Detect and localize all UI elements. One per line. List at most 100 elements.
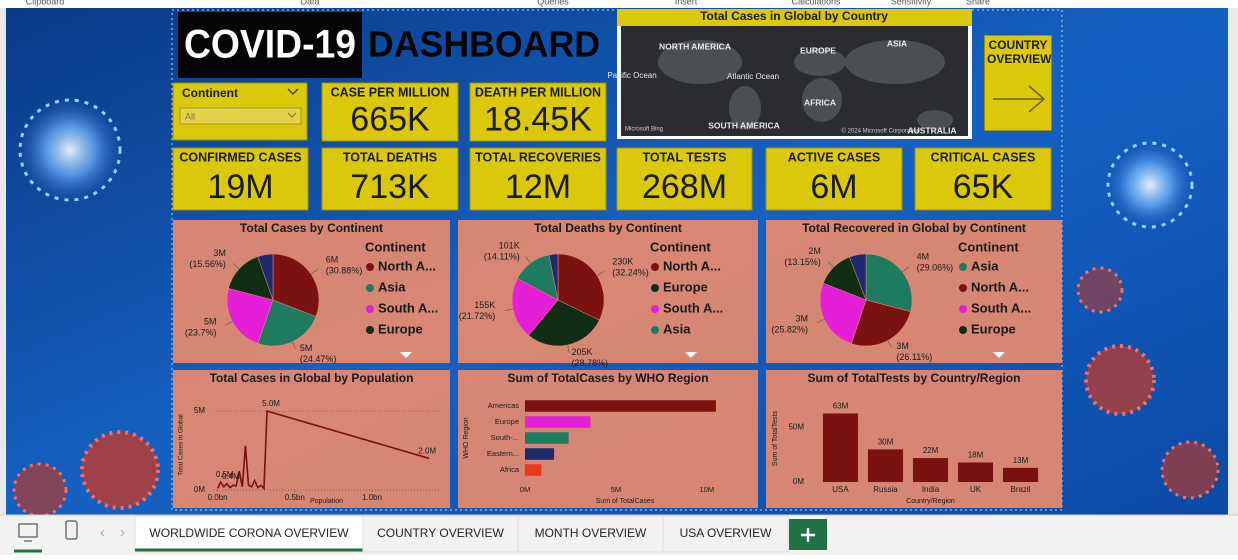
pie-amount-label: 230K (612, 257, 633, 267)
kpi-card (765, 147, 903, 211)
virus-art (18, 98, 122, 202)
title-rest: DASHBOARD (368, 24, 600, 65)
land (802, 78, 842, 122)
filter-dropdown[interactable] (179, 107, 302, 125)
x-tick-label: 10M (700, 485, 715, 494)
map-copyright: © 2024 Microsoft Corporation (842, 128, 920, 135)
kpi-value: 6M (810, 168, 857, 206)
data-label: 18M (968, 451, 984, 460)
data-label: 30M (878, 437, 894, 446)
map-label: SOUTH AMERICA (708, 120, 779, 130)
desktop-icon (18, 523, 38, 538)
tab-label[interactable]: WORLDWIDE CORONA OVERVIEW (149, 526, 349, 540)
legend-label: Europe (378, 321, 423, 336)
pie-amount-label: 3M (896, 341, 909, 351)
pie-value-label: (29.06%) (917, 263, 954, 273)
legend-label: Asia (971, 258, 999, 273)
page-tab[interactable] (662, 515, 789, 553)
filter-chevron (287, 88, 299, 95)
leader-line (310, 269, 318, 275)
next-arrow (120, 529, 125, 537)
pie-slice (528, 299, 600, 347)
country-overview-button[interactable]: COUNTRY OVERVIEW (984, 35, 1052, 131)
pie-value-label: (14.11%) (484, 251, 520, 261)
kpi-card (321, 147, 459, 211)
legend-swatch (959, 326, 967, 334)
kpi-label: ACTIVE CASES (788, 150, 880, 164)
leader-line (816, 319, 825, 324)
legend-swatch (651, 326, 659, 334)
line-series (216, 409, 430, 491)
tab-label[interactable]: USA OVERVIEW (680, 526, 772, 540)
pie-amount-label: 5M (204, 317, 217, 327)
bar (867, 449, 904, 482)
filter-label: Continent (182, 86, 238, 100)
bar (822, 413, 859, 482)
land (794, 48, 846, 76)
filter-value[interactable]: All (185, 111, 195, 121)
map-title: Total Cases in Global by Country (700, 9, 888, 23)
chart-title: Total Deaths by Continent (534, 221, 682, 235)
leader-line (567, 344, 570, 353)
kpi-label: DEATH PER MILLION (475, 85, 601, 99)
data-label: 0.5M (216, 470, 234, 479)
map-label: Atlantic Ocean (727, 72, 779, 81)
y-tick-label: 5M (194, 406, 205, 415)
arrow-icon (993, 85, 1046, 113)
legend-scroll (685, 352, 697, 358)
dropdown-chevron (287, 112, 297, 118)
legend-label: South A... (971, 300, 1031, 315)
y-tick-label: 0M (194, 485, 205, 494)
pie-amount-label: 2M (808, 246, 821, 256)
pie-slice (226, 288, 274, 344)
pie-amount-label: 5M (300, 343, 313, 353)
y-axis-label: WHO Region (463, 417, 470, 458)
pie-value-label: (15.56%) (189, 259, 226, 269)
kpi-label: TOTAL DEATHS (343, 150, 437, 164)
map-label: NORTH AMERICA (659, 41, 731, 51)
x-tick-label: UK (970, 485, 982, 494)
kpi-label: CASE PER MILLION (331, 85, 450, 99)
legend-label: Europe (663, 279, 708, 294)
pie-amount-label: 6M (326, 254, 339, 264)
leader-line (887, 340, 892, 348)
kpi-label: CRITICAL CASES (931, 150, 1036, 164)
data-label: 2.0M (418, 447, 436, 456)
y-axis-label: Sum of TotalTests (772, 410, 779, 466)
legend-label: Europe (971, 321, 1016, 336)
button-label[interactable]: COUNTRY OVERVIEW (987, 38, 1052, 66)
land (729, 86, 761, 130)
pie-value-label: (13.15%) (784, 257, 821, 267)
ribbon-label: Sensitivity (891, 0, 932, 6)
map-label: Pacific Ocean (607, 71, 656, 80)
legend-swatch (959, 284, 967, 292)
land (658, 40, 742, 84)
chart-title: Sum of TotalCases by WHO Region (507, 371, 708, 385)
leader-line (233, 263, 240, 270)
tab-label[interactable]: MONTH OVERVIEW (535, 526, 647, 540)
tab-label[interactable]: COUNTRY OVERVIEW (377, 526, 504, 540)
x-tick-label: 0M (520, 485, 530, 494)
legend-label: North A... (971, 279, 1029, 294)
page-tab[interactable] (134, 515, 364, 553)
legend-label: South A... (663, 300, 723, 315)
pie-slice (548, 253, 559, 301)
y-axis-label: Total Cases in Global (178, 414, 185, 476)
chart-panel (458, 220, 758, 363)
leader-line (225, 321, 233, 326)
ribbon-label: Data (300, 0, 319, 6)
legend-scroll (993, 352, 1005, 358)
map-land (658, 40, 953, 130)
bar (525, 448, 555, 460)
kpi-card (914, 147, 1052, 211)
pie-value-label: (30.88%) (326, 265, 363, 275)
ribbon-label: Queries (537, 0, 569, 6)
page-tab[interactable] (362, 515, 519, 553)
data-label: 63M (833, 402, 849, 411)
kpi-value: 18.45K (484, 100, 592, 138)
map-label: AUSTRALIA (907, 125, 956, 135)
chart-title: Sum of TotalTests by Country/Region (808, 371, 1021, 385)
chart-panel (766, 220, 1062, 363)
ribbon-label: Share (966, 0, 990, 6)
legend-swatch (651, 263, 659, 271)
